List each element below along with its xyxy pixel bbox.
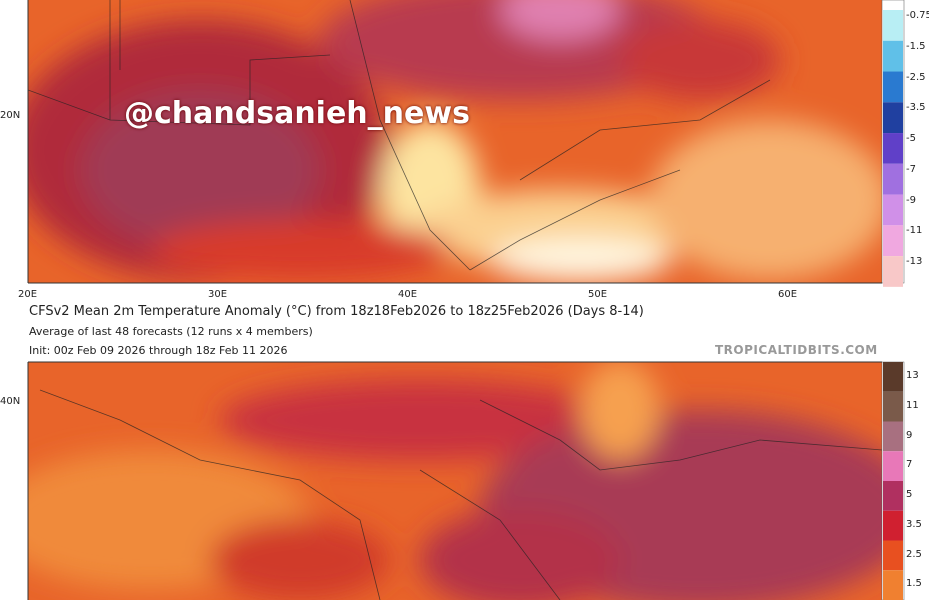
colorbar-swatch: [883, 421, 903, 452]
site: TROPICALTIDBITS.COM: [715, 343, 878, 357]
colorbar-swatch: [883, 163, 903, 195]
colorbar-swatch: [883, 451, 903, 481]
colorbar-label: 2.5: [906, 548, 922, 560]
colorbar-label: -9: [906, 194, 916, 206]
colorbar-label: -11: [906, 225, 923, 237]
colorbar-label: 5: [906, 489, 913, 500]
colorbar-swatch: [883, 40, 903, 72]
colorbar-swatch: [883, 102, 903, 134]
colorbar-swatch: [883, 256, 903, 287]
colorbar-label: 13: [906, 370, 919, 381]
colorbar-label: -0.75: [906, 10, 929, 21]
colorbar-label: 1.5: [906, 578, 922, 590]
colorbar-swatch: [883, 194, 903, 226]
lon-label: 30E: [208, 289, 228, 300]
lat-label: 20N: [0, 110, 21, 121]
colorbar-swatch: [883, 570, 903, 600]
colorbar-swatch: [883, 510, 903, 541]
colorbar-label: -3.5: [906, 102, 926, 114]
colorbar-label: 11: [906, 399, 919, 411]
colorbar-swatch: [883, 225, 903, 257]
colorbar-label: -2.5: [906, 71, 926, 83]
title: CFSv2 Mean 2m Temperature Anomaly (°C) f…: [29, 304, 644, 319]
init: Init: 00z Feb 09 2026 through 18z Feb 11…: [29, 344, 288, 357]
bottom-map: [28, 362, 882, 600]
colorbar-label: 7: [906, 459, 913, 471]
top-map: [28, 0, 882, 283]
colorbar-swatch: [883, 133, 903, 164]
watermark: @chandsanieh_news: [124, 96, 470, 131]
lon-label: 20E: [18, 289, 38, 300]
colorbar-swatch: [883, 362, 903, 392]
colorbar-swatch: [883, 540, 903, 571]
lon-label: 60E: [778, 289, 798, 300]
colorbar-label: -5: [906, 133, 916, 145]
lat-label: 40N: [0, 396, 21, 407]
colorbar-label: 9: [906, 429, 913, 441]
subtitle: Average of last 48 forecasts (12 runs x …: [29, 325, 313, 338]
colorbar-label: 3.5: [906, 518, 922, 530]
colorbar-swatch: [883, 10, 903, 41]
lon-label: 40E: [398, 289, 418, 300]
colorbar-swatch: [883, 71, 903, 103]
colorbar-swatch: [883, 391, 903, 422]
colorbar-swatch: [883, 481, 903, 511]
colorbar-label: -1.5: [906, 40, 926, 52]
lon-label: 50E: [588, 289, 608, 300]
colorbar-label: -13: [906, 256, 923, 268]
colorbar-label: -7: [906, 163, 916, 175]
